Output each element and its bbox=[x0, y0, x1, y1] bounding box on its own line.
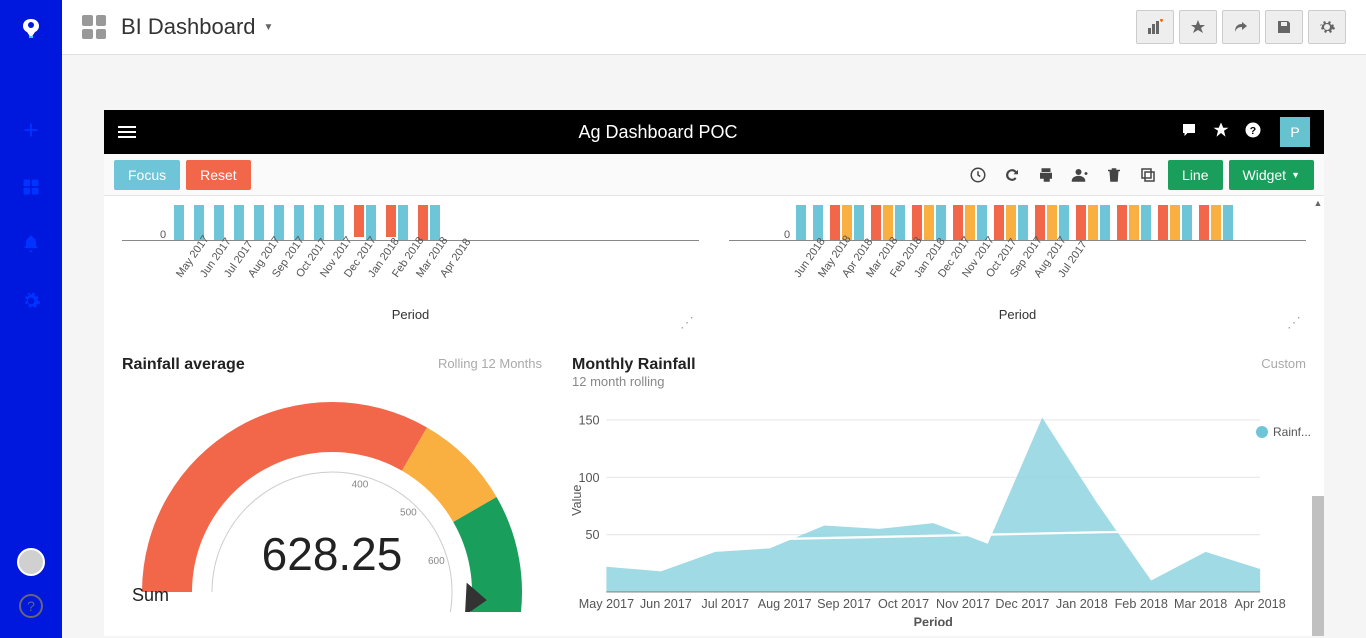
svg-text:Aug 2017: Aug 2017 bbox=[758, 597, 812, 611]
svg-text:May 2017: May 2017 bbox=[579, 597, 634, 611]
comment-icon[interactable] bbox=[1180, 121, 1198, 144]
line-button[interactable]: Line bbox=[1168, 160, 1222, 190]
reset-button[interactable]: Reset bbox=[186, 160, 251, 190]
legend-dot-icon bbox=[1256, 426, 1268, 438]
mini-bar-chart-2: 0 Jun 2018May 2018Apr 2018Mar 2018Feb 20… bbox=[729, 196, 1306, 331]
svg-text:Value: Value bbox=[572, 485, 584, 516]
app-logo-icon[interactable] bbox=[15, 12, 47, 44]
help-icon[interactable]: ? bbox=[19, 594, 43, 618]
gauge-panel: Rainfall average Rolling 12 Months 400 50… bbox=[122, 356, 542, 622]
print-icon[interactable] bbox=[1032, 161, 1060, 189]
scrollbar-thumb[interactable] bbox=[1312, 496, 1324, 636]
svg-text:Dec 2017: Dec 2017 bbox=[995, 597, 1049, 611]
svg-text:Jul 2017: Jul 2017 bbox=[701, 597, 749, 611]
area-chart: 50 100 150 May 2017 Jun 2017 Jul 2017 Aug 2017… bbox=[572, 397, 1306, 626]
svg-text:500: 500 bbox=[400, 508, 417, 519]
mini-bar-chart-1: 0 May 2017Jun 2017Jul 2017Aug 2017Sep 20… bbox=[122, 196, 699, 331]
save-button[interactable] bbox=[1265, 10, 1303, 44]
widget-button[interactable]: Widget▼ bbox=[1229, 160, 1315, 190]
resize-handle-icon[interactable]: ⋰ bbox=[1287, 314, 1301, 331]
bell-icon[interactable] bbox=[15, 228, 47, 260]
add-chart-button[interactable] bbox=[1136, 10, 1174, 44]
svg-text:150: 150 bbox=[578, 414, 599, 428]
svg-text:Mar 2018: Mar 2018 bbox=[1174, 597, 1227, 611]
dashboard-grid-icon[interactable] bbox=[15, 171, 47, 203]
star-button[interactable] bbox=[1179, 10, 1217, 44]
top-header: BI Dashboard ▼ bbox=[62, 0, 1366, 55]
svg-text:Jan 2018: Jan 2018 bbox=[1056, 597, 1108, 611]
user-badge[interactable]: P bbox=[1280, 117, 1310, 147]
gauge-value: 628.25 bbox=[262, 527, 403, 581]
apps-grid-icon[interactable] bbox=[82, 15, 106, 39]
trash-icon[interactable] bbox=[1100, 161, 1128, 189]
star-icon[interactable] bbox=[1212, 121, 1230, 144]
svg-text:Nov 2017: Nov 2017 bbox=[936, 597, 990, 611]
settings-gear-icon[interactable] bbox=[15, 285, 47, 317]
user-add-icon[interactable] bbox=[1066, 161, 1094, 189]
area-title: Monthly Rainfall bbox=[572, 356, 696, 374]
dashboard-toolbar: Focus Reset Line Widget▼ bbox=[104, 154, 1324, 196]
area-subtitle: 12 month rolling bbox=[572, 374, 696, 389]
scroll-up-icon[interactable]: ▲ bbox=[1312, 196, 1324, 210]
svg-text:Jun 2017: Jun 2017 bbox=[640, 597, 692, 611]
svg-text:Period: Period bbox=[914, 615, 953, 626]
title-dropdown-caret[interactable]: ▼ bbox=[264, 22, 274, 33]
dashboard-title: Ag Dashboard POC bbox=[136, 122, 1180, 143]
hamburger-menu-icon[interactable] bbox=[118, 126, 136, 138]
svg-text:?: ? bbox=[1250, 124, 1256, 136]
svg-text:Feb 2018: Feb 2018 bbox=[1115, 597, 1168, 611]
chart-area: ▲ 0 May 2017Jun 2017Jul 2017Aug 2017Sep … bbox=[104, 196, 1324, 636]
dashboard-titlebar: Ag Dashboard POC ? P bbox=[104, 110, 1324, 154]
svg-text:Oct 2017: Oct 2017 bbox=[878, 597, 929, 611]
svg-text:400: 400 bbox=[352, 480, 369, 491]
svg-text:Sep 2017: Sep 2017 bbox=[817, 597, 871, 611]
area-range: Custom bbox=[1261, 356, 1306, 371]
page-title: BI Dashboard bbox=[121, 14, 256, 40]
clock-icon[interactable] bbox=[964, 161, 992, 189]
gauge-sum-label: Sum bbox=[132, 585, 169, 606]
svg-text:Apr 2018: Apr 2018 bbox=[1235, 597, 1286, 611]
add-icon[interactable] bbox=[15, 114, 47, 146]
area-chart-panel: Monthly Rainfall 12 month rolling Custom… bbox=[572, 356, 1306, 622]
copy-icon[interactable] bbox=[1134, 161, 1162, 189]
share-button[interactable] bbox=[1222, 10, 1260, 44]
area-legend[interactable]: Rainf... bbox=[1256, 425, 1311, 439]
help-solid-icon[interactable]: ? bbox=[1244, 121, 1262, 144]
resize-handle-icon[interactable]: ⋰ bbox=[680, 314, 694, 331]
svg-text:600: 600 bbox=[428, 556, 445, 567]
left-nav-rail: ? bbox=[0, 0, 62, 638]
user-avatar-icon[interactable] bbox=[17, 548, 45, 576]
refresh-icon[interactable] bbox=[998, 161, 1026, 189]
main-content: Ag Dashboard POC ? P Focus Reset Line Wi… bbox=[62, 55, 1366, 638]
gear-button[interactable] bbox=[1308, 10, 1346, 44]
focus-button[interactable]: Focus bbox=[114, 160, 180, 190]
gauge-title: Rainfall average bbox=[122, 356, 245, 374]
gauge-range: Rolling 12 Months bbox=[438, 356, 542, 371]
svg-text:50: 50 bbox=[585, 528, 599, 542]
svg-text:100: 100 bbox=[578, 471, 599, 485]
